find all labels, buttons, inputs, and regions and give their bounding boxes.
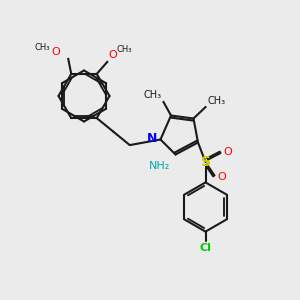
Text: CH₃: CH₃ (34, 43, 50, 52)
Text: O: O (51, 47, 60, 57)
Text: CH₃: CH₃ (207, 96, 225, 106)
Text: O: O (217, 172, 226, 182)
Text: O: O (223, 146, 232, 157)
Text: CH₃: CH₃ (144, 91, 162, 100)
Text: Cl: Cl (200, 243, 211, 253)
Text: N: N (146, 131, 157, 145)
Text: NH₂: NH₂ (148, 160, 170, 170)
Text: S: S (200, 155, 211, 169)
Text: O: O (109, 50, 118, 60)
Text: CH₃: CH₃ (117, 44, 132, 53)
